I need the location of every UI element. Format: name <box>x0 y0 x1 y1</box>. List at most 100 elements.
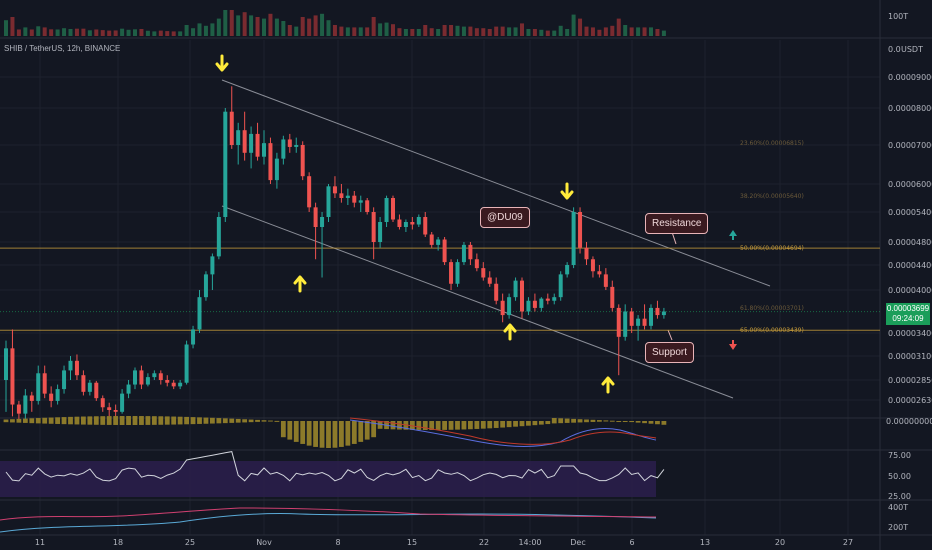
candle-body <box>210 256 215 275</box>
macd-histogram-bar <box>577 419 583 423</box>
macd-histogram-bar <box>468 421 473 430</box>
resistance-callout: Resistance <box>645 213 709 234</box>
rsi-pane: 75.00 50.00 25.00 <box>0 451 911 501</box>
target-up-icon <box>729 230 737 240</box>
price-axis-label: 0.00003400 <box>888 329 932 338</box>
macd-histogram-bar <box>203 417 209 424</box>
price-axis-label: 0.00002850 <box>888 376 932 385</box>
time-axis-label: 6 <box>629 538 634 547</box>
macd-histogram-bar <box>126 416 131 425</box>
candle-body <box>4 348 8 380</box>
price-axis-label: 0.00004800 <box>888 238 932 247</box>
volume-bar <box>616 18 621 36</box>
volume-bar <box>42 27 47 36</box>
candle-body <box>74 360 79 376</box>
candle-body <box>403 222 408 227</box>
candle-body <box>68 360 73 371</box>
volume-bar <box>610 25 615 36</box>
channel-lower-line <box>221 205 734 399</box>
candle-body <box>332 186 337 194</box>
candle-body <box>107 407 112 410</box>
volume-bar <box>423 25 428 36</box>
macd-histogram-bar <box>351 421 357 444</box>
volume-bar <box>268 13 273 37</box>
descending-channel <box>221 79 771 399</box>
volume-bar <box>403 29 408 36</box>
candle-body <box>352 195 357 203</box>
macd-histogram-bar <box>113 416 119 425</box>
volume-bar <box>255 17 260 36</box>
macd-histogram-bar <box>442 421 447 430</box>
candle-body <box>152 373 157 378</box>
candle-body <box>281 139 286 159</box>
candle-body <box>539 298 544 308</box>
macd-histogram-bar <box>229 418 235 423</box>
rsi-axis-label: 75.00 <box>888 451 911 460</box>
macd-histogram-bar <box>526 421 531 426</box>
candle-body <box>500 300 505 316</box>
candle-body <box>307 176 312 208</box>
volume-bar <box>526 29 531 36</box>
volume-bar <box>184 25 189 36</box>
candle-body <box>655 307 660 316</box>
macd-histogram-bar <box>358 421 364 442</box>
volume-bar <box>513 27 518 36</box>
macd-histogram-bar <box>390 421 396 430</box>
time-axis-label: Dec <box>570 538 585 547</box>
macd-histogram-bar <box>10 419 15 423</box>
macd-histogram-bar <box>261 420 267 422</box>
volume-bar <box>365 27 370 36</box>
symbol-info: SHIB / TetherUS, 12h, BINANCE <box>4 44 121 53</box>
volume-bar <box>326 20 331 36</box>
volume-bar <box>565 29 570 36</box>
macd-histogram-bar <box>274 420 280 422</box>
volume-bar <box>165 31 170 36</box>
price-axis: 100T 0.0 USDT 0.00009000 0.00008000 0.0000700… <box>888 12 932 405</box>
volume-bar <box>23 27 28 36</box>
macd-histogram-bar <box>538 421 544 425</box>
volume-bar <box>229 10 234 36</box>
macd-histogram-bar <box>35 418 41 424</box>
price-axis-top-label: 0.0 <box>888 45 901 54</box>
volume-bar <box>307 18 312 36</box>
macd-histogram-bar <box>564 418 570 423</box>
candle-body <box>229 111 234 145</box>
candle-body <box>29 395 34 401</box>
volume-bar <box>36 26 41 36</box>
volume-bar <box>655 29 660 36</box>
time-axis-label: 18 <box>113 538 123 547</box>
candle-body <box>16 404 21 414</box>
candle-body <box>474 259 479 269</box>
macd-histogram-bar <box>68 416 73 425</box>
volume-bar <box>345 27 350 36</box>
time-axis-label: Nov <box>256 538 272 547</box>
arrow-up-icon <box>293 275 307 293</box>
candle-body <box>178 382 183 387</box>
volume-bar <box>145 30 150 36</box>
macd-histogram-bar <box>622 421 628 422</box>
macd-histogram-bar <box>22 418 28 423</box>
volume-bar <box>358 27 363 36</box>
macd-histogram-bar <box>461 421 467 430</box>
macd-histogram-bar <box>145 416 151 425</box>
candle-body <box>223 111 228 217</box>
candle-body <box>339 193 344 198</box>
macd-histogram-bar <box>493 421 499 428</box>
macd-histogram-bar <box>558 418 564 424</box>
volume-bar <box>661 30 666 36</box>
candle-body <box>545 298 550 301</box>
macd-histogram-bar <box>416 421 422 430</box>
rsi-axis-label: 25.00 <box>888 492 911 501</box>
macd-histogram-bar <box>184 416 189 425</box>
volume-bar <box>287 25 292 36</box>
candle-body <box>642 318 647 326</box>
macd-histogram-bar <box>16 418 22 423</box>
macd-histogram-bar <box>455 421 460 430</box>
volume-bar <box>133 29 137 36</box>
candle-body <box>81 375 86 392</box>
macd-histogram-bar <box>139 416 144 425</box>
candle-body <box>378 222 383 242</box>
macd-histogram-bar <box>551 418 557 424</box>
macd-histogram-bar <box>603 420 609 422</box>
